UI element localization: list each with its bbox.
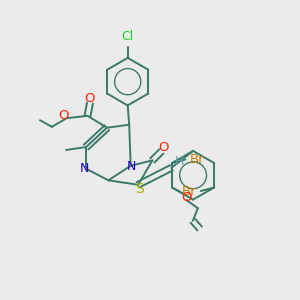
Text: O: O [58,109,68,122]
Text: N: N [127,160,136,173]
Text: Br: Br [190,153,204,166]
Text: O: O [84,92,94,105]
Text: N: N [80,162,90,175]
Text: O: O [181,191,191,204]
Text: O: O [158,141,169,154]
Text: S: S [136,182,144,196]
Text: H: H [175,155,184,168]
Text: Br: Br [182,184,196,197]
Text: Cl: Cl [122,30,134,43]
